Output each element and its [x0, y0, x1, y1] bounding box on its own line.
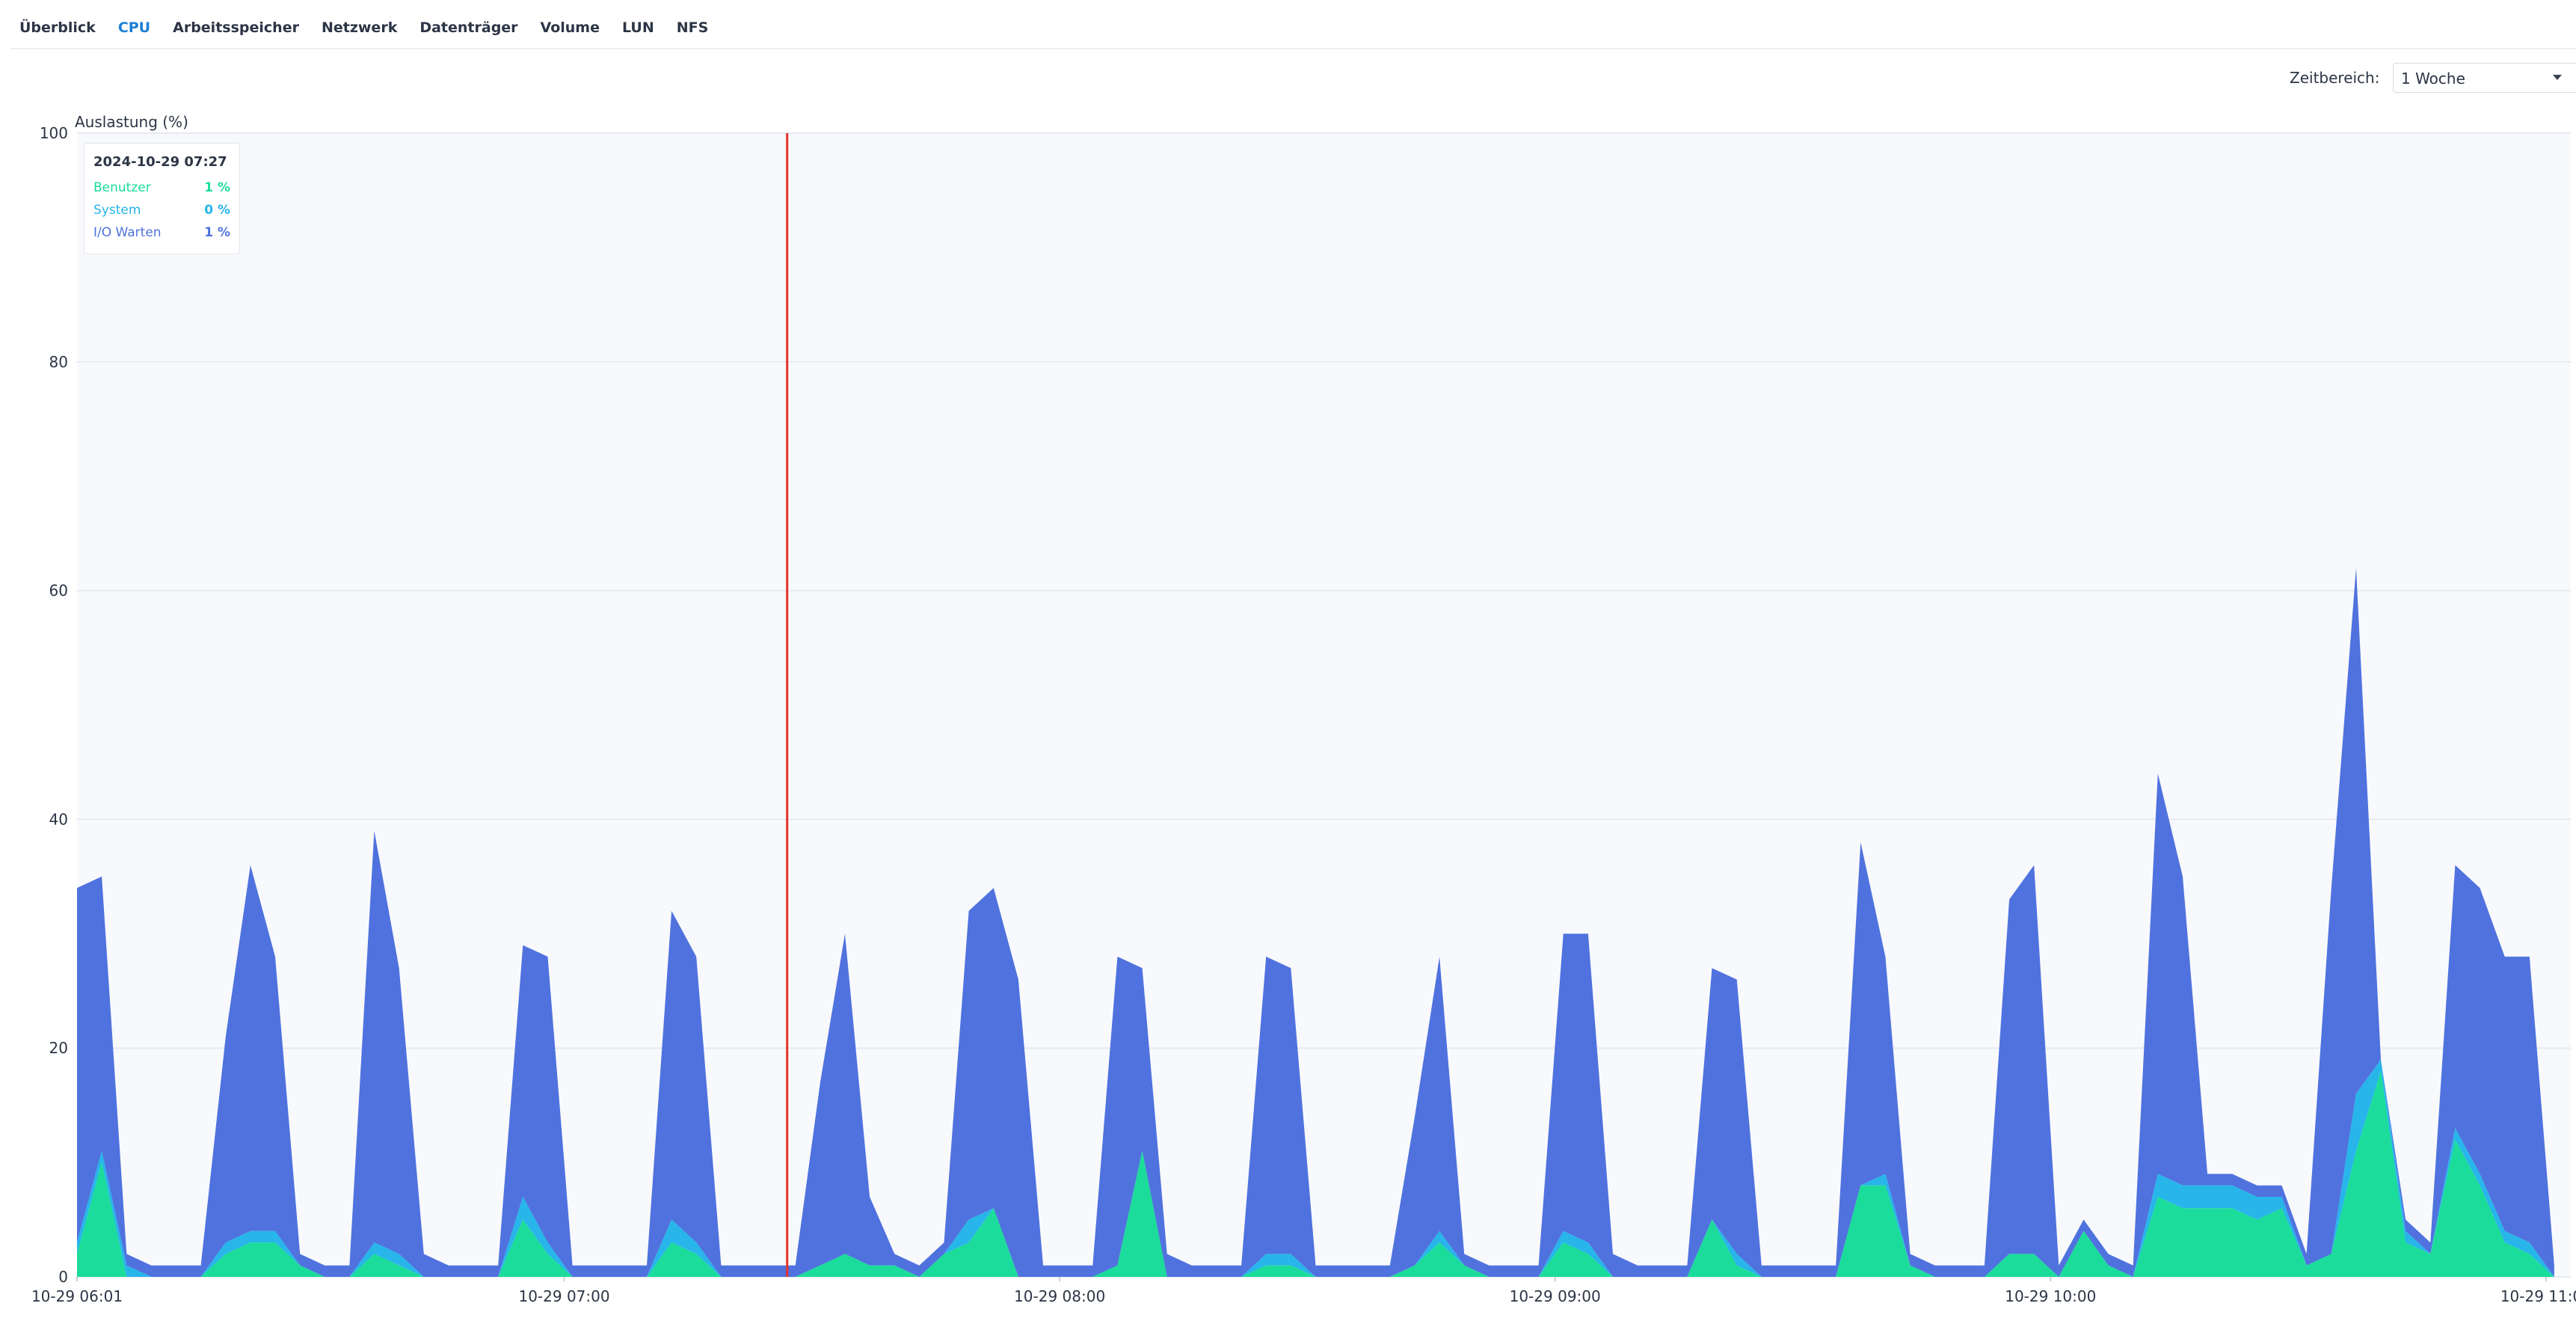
dropdown-arrow[interactable] [2553, 75, 2562, 80]
tooltip-value: 1 % [204, 225, 230, 240]
tab[interactable]: NFS [676, 19, 709, 36]
tab[interactable]: Netzwerk [321, 19, 398, 36]
tab-bar: Überblick CPU Arbeitsspeicher Netzwerk Daten… [10, 15, 722, 48]
tab[interactable]: Datenträger [419, 19, 518, 36]
time-range-label: Zeitbereich: [2290, 69, 2380, 87]
tooltip-value: 1 % [204, 180, 230, 195]
tab[interactable]: Überblick [19, 19, 96, 36]
x-tick-label: 10-29 06:01 [31, 1287, 123, 1305]
x-tick-label: 10-29 07:00 [518, 1287, 609, 1305]
y-tick-label: 80 [49, 353, 68, 371]
x-tick-label: 10-29 09:00 [1510, 1287, 1601, 1305]
y-tick-label: 0 [58, 1268, 68, 1286]
tab-divider [10, 48, 2576, 49]
tooltip-label: I/O Warten [93, 225, 162, 240]
area-series [77, 568, 2554, 1277]
y-tick-label: 100 [40, 124, 68, 142]
tooltip-row: Benutzer 1 % [93, 180, 230, 203]
x-tick-label: 10-29 10:00 [2005, 1287, 2096, 1305]
y-tick-label: 60 [49, 582, 68, 600]
tab[interactable]: CPU [117, 19, 151, 36]
tooltip-row: I/O Warten 1 % [93, 225, 230, 248]
tab[interactable]: LUN [622, 19, 654, 36]
tooltip-row: System 0 % [93, 203, 230, 225]
tab[interactable]: Arbeitsspeicher [173, 19, 299, 36]
tooltip-label: Benutzer [93, 180, 151, 195]
time-range-select[interactable]: 1 Woche [2393, 63, 2576, 93]
y-axis-label: Auslastung (%) [75, 113, 188, 131]
tooltip-label: System [93, 203, 141, 218]
x-tick-label: 10-29 11:00 [2500, 1287, 2576, 1305]
tooltip: 2024-10-29 07:27 Benutzer 1 % System 0 % I/O… [84, 143, 240, 254]
x-tick-label: 10-29 08:00 [1014, 1287, 1105, 1305]
tooltip-title: 2024-10-29 07:27 [93, 154, 227, 170]
tab[interactable]: Volume [540, 19, 600, 36]
tooltip-value: 0 % [204, 203, 230, 218]
y-tick-label: 20 [49, 1039, 68, 1057]
y-tick-label: 40 [49, 810, 68, 828]
